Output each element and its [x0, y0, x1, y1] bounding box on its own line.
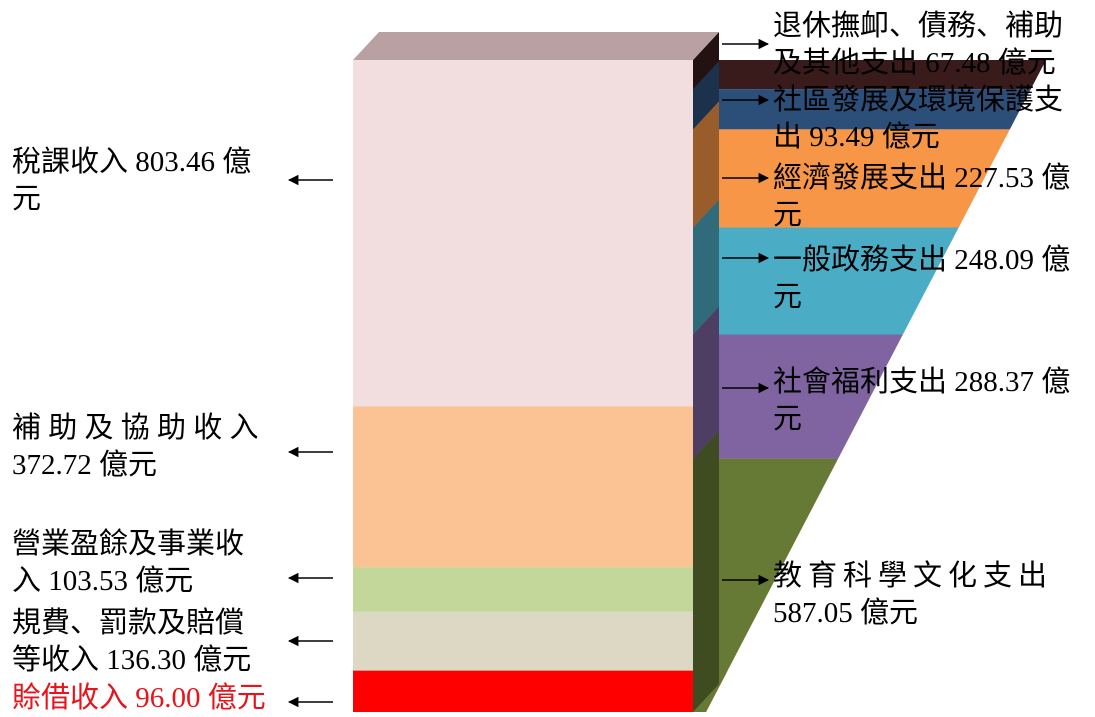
label-welfare-expenditure-line2: 元: [773, 403, 803, 435]
label-education-expenditure: 教育科學文化支出 587.05 億元: [773, 558, 1093, 632]
label-pension-expenditure-line1: 退休撫卹、債務、補助: [773, 10, 1064, 42]
expenditure-segment-6: [693, 458, 839, 712]
label-general-expenditure-line1: 一般政務支出 248.09 億: [773, 244, 1071, 276]
expenditure-segment-3: [693, 129, 1010, 228]
label-enterprise-revenue: 營業盈餘及事業收 入 103.53 億元: [12, 526, 297, 600]
revenue-segment-5: [353, 670, 728, 712]
expenditure-segment-1: [693, 60, 1046, 90]
arrows-group: [287, 38, 770, 708]
expenditure-side-5: [693, 306, 719, 459]
label-subsidy-revenue-line2: 372.72 億元: [12, 449, 158, 481]
label-fees-revenue-line1: 規費、罰款及賠償: [12, 607, 245, 639]
label-economic-expenditure-line1: 經濟發展支出 227.53 億: [773, 162, 1071, 194]
label-education-expenditure-line2: 587.05 億元: [773, 597, 919, 629]
side-face-group: [693, 32, 719, 712]
label-subsidy-revenue: 補 助 及 協 助 收 入 372.72 億元: [12, 410, 297, 484]
revenue-segment-4: [353, 611, 759, 671]
label-pension-expenditure: 退休撫卹、債務、補助 及其他支出 67.48 億元: [773, 8, 1093, 82]
expenditure-segment-2: [693, 89, 1031, 130]
revenue-segment-3: [353, 567, 782, 612]
label-tax-revenue: 稅課收入 803.46 億 元: [12, 144, 297, 218]
expenditure-side-3: [693, 101, 719, 228]
expenditure-side-1: [693, 32, 719, 90]
label-welfare-expenditure-line1: 社會福利支出 288.37 億: [773, 366, 1071, 398]
expenditure-side-2: [693, 61, 719, 130]
label-subsidy-revenue-line1: 補 助 及 協 助 收 入: [12, 412, 259, 444]
label-pension-expenditure-line2: 及其他支出 67.48 億元: [773, 47, 1056, 79]
label-welfare-expenditure: 社會福利支出 288.37 億 元: [773, 364, 1093, 438]
label-education-expenditure-line1: 教育科學文化支出: [773, 560, 1054, 592]
label-general-expenditure: 一般政務支出 248.09 億 元: [773, 242, 1093, 316]
label-community-expenditure-line1: 社區發展及環境保護支: [773, 84, 1064, 116]
label-community-expenditure-line2: 出 93.49 億元: [773, 121, 940, 153]
expenditure-segment-5: [693, 334, 903, 459]
label-general-expenditure-line2: 元: [773, 281, 803, 313]
bar-top-face: [353, 32, 719, 60]
label-borrowing-revenue-line1: 賒借收入 96.00 億元: [12, 682, 266, 714]
label-tax-revenue-line2: 元: [12, 183, 42, 215]
expenditure-side-4: [693, 199, 719, 335]
label-fees-revenue-line2: 等收入 136.30 億元: [12, 644, 252, 676]
label-tax-revenue-line1: 稅課收入 803.46 億: [12, 146, 252, 178]
label-enterprise-revenue-line2: 入 103.53 億元: [12, 565, 194, 597]
label-enterprise-revenue-line1: 營業盈餘及事業收: [12, 528, 245, 560]
expenditure-side-6: [693, 430, 719, 712]
label-borrowing-revenue: 賒借收入 96.00 億元: [12, 680, 302, 717]
label-fees-revenue: 規費、罰款及賠償 等收入 136.30 億元: [12, 605, 302, 679]
label-community-expenditure: 社區發展及環境保護支 出 93.49 億元: [773, 82, 1093, 156]
label-economic-expenditure: 經濟發展支出 227.53 億 元: [773, 160, 1093, 234]
top-face-group: [353, 32, 719, 60]
label-economic-expenditure-line2: 元: [773, 199, 803, 231]
